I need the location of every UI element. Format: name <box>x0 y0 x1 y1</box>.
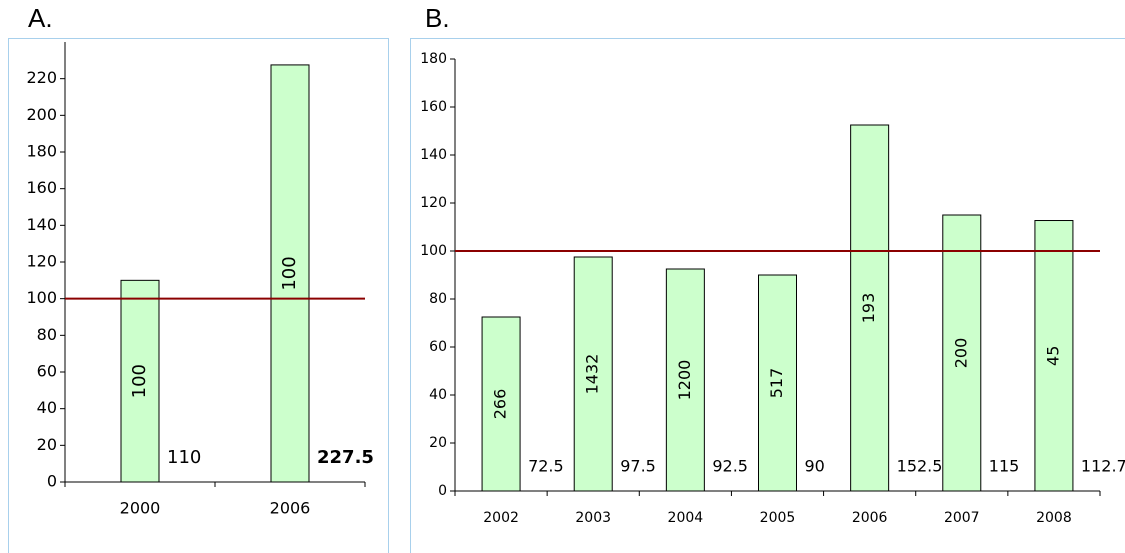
y-tick-label: 0 <box>47 472 57 491</box>
x-tick-label: 2005 <box>760 510 796 526</box>
value-label: 97.5 <box>620 457 656 476</box>
y-tick-label: 80 <box>429 291 447 307</box>
value-label: 92.5 <box>712 457 748 476</box>
chart-title: A. <box>28 3 53 33</box>
bar <box>758 274 797 492</box>
y-tick-label: 40 <box>429 387 447 403</box>
y-tick-label: 20 <box>37 435 57 454</box>
bar <box>270 64 310 483</box>
bar <box>481 316 521 492</box>
x-tick-label: 2004 <box>668 510 704 526</box>
y-tick-label: 100 <box>420 243 447 259</box>
bar <box>1034 220 1074 492</box>
bar-label: 1200 <box>675 360 694 401</box>
y-tick-label: 0 <box>438 483 447 499</box>
y-tick-label: 60 <box>37 362 57 381</box>
y-tick-label: 160 <box>26 178 57 197</box>
y-tick-label: 180 <box>26 142 57 161</box>
x-tick-label: 2002 <box>483 510 519 526</box>
y-tick-label: 160 <box>420 99 447 115</box>
y-tick-label: 20 <box>429 435 447 451</box>
bar-label: 193 <box>859 293 878 324</box>
y-tick-label: 140 <box>420 147 447 163</box>
x-tick-label: 2000 <box>120 499 161 518</box>
value-label: 227.5 <box>317 447 374 468</box>
bar-label: 100 <box>279 256 300 290</box>
value-label: 90 <box>805 457 825 476</box>
value-label: 112.7 <box>1081 457 1125 476</box>
panel-a-border <box>8 38 389 553</box>
bar-label: 266 <box>491 389 510 420</box>
x-tick-label: 2006 <box>270 499 311 518</box>
y-tick-label: 180 <box>420 51 447 67</box>
y-tick-label: 100 <box>26 288 57 307</box>
y-tick-label: 120 <box>26 252 57 271</box>
bar-label: 200 <box>951 338 970 369</box>
bar <box>120 279 160 483</box>
bar-label: 100 <box>129 364 150 398</box>
y-tick-label: 80 <box>37 325 57 344</box>
bar <box>850 124 890 492</box>
panel-b-border <box>410 38 1125 553</box>
bar <box>942 214 982 492</box>
value-label: 110 <box>167 447 201 468</box>
value-label: 152.5 <box>897 457 943 476</box>
y-tick-label: 140 <box>26 215 57 234</box>
y-tick-label: 200 <box>26 105 57 124</box>
x-tick-label: 2003 <box>575 510 611 526</box>
value-label: 115 <box>989 457 1020 476</box>
bar <box>665 268 705 492</box>
y-tick-label: 60 <box>429 339 447 355</box>
bar <box>573 256 613 492</box>
x-tick-label: 2006 <box>852 510 888 526</box>
y-tick-label: 40 <box>37 398 57 417</box>
bar-label: 1432 <box>583 354 602 395</box>
chart-title: B. <box>425 3 450 33</box>
x-tick-label: 2007 <box>944 510 980 526</box>
y-tick-label: 220 <box>26 68 57 87</box>
y-tick-label: 120 <box>420 195 447 211</box>
bar-label: 45 <box>1043 346 1062 366</box>
bar-label: 517 <box>767 368 786 399</box>
x-tick-label: 2008 <box>1036 510 1072 526</box>
value-label: 72.5 <box>528 457 564 476</box>
